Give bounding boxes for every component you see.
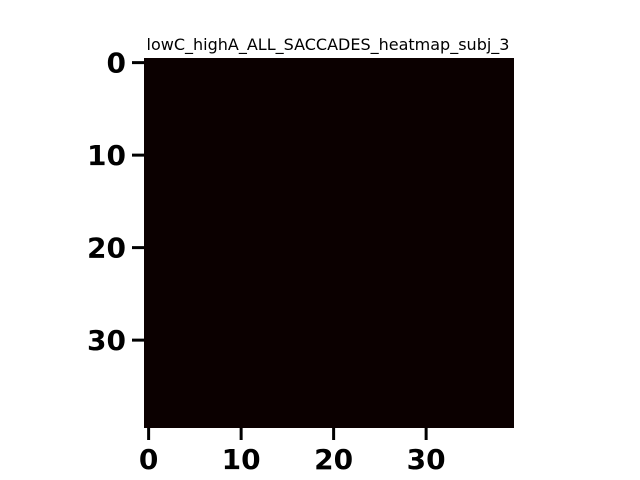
x-tick-label: 30 <box>407 443 446 476</box>
x-tick-label: 20 <box>314 443 353 476</box>
y-tick-label: 0 <box>107 47 126 80</box>
y-tick-label: 30 <box>87 324 126 357</box>
x-tick-label: 10 <box>222 443 261 476</box>
y-tick-label: 20 <box>87 232 126 265</box>
y-axis: 0 10 20 30 <box>87 47 144 357</box>
x-axis: 0 10 20 30 <box>139 428 446 476</box>
y-tick-label: 10 <box>87 139 126 172</box>
heatmap-image <box>144 58 514 428</box>
x-tick-label: 0 <box>139 443 158 476</box>
chart-title: lowC_highA_ALL_SACCADES_heatmap_subj_3 <box>147 35 510 55</box>
